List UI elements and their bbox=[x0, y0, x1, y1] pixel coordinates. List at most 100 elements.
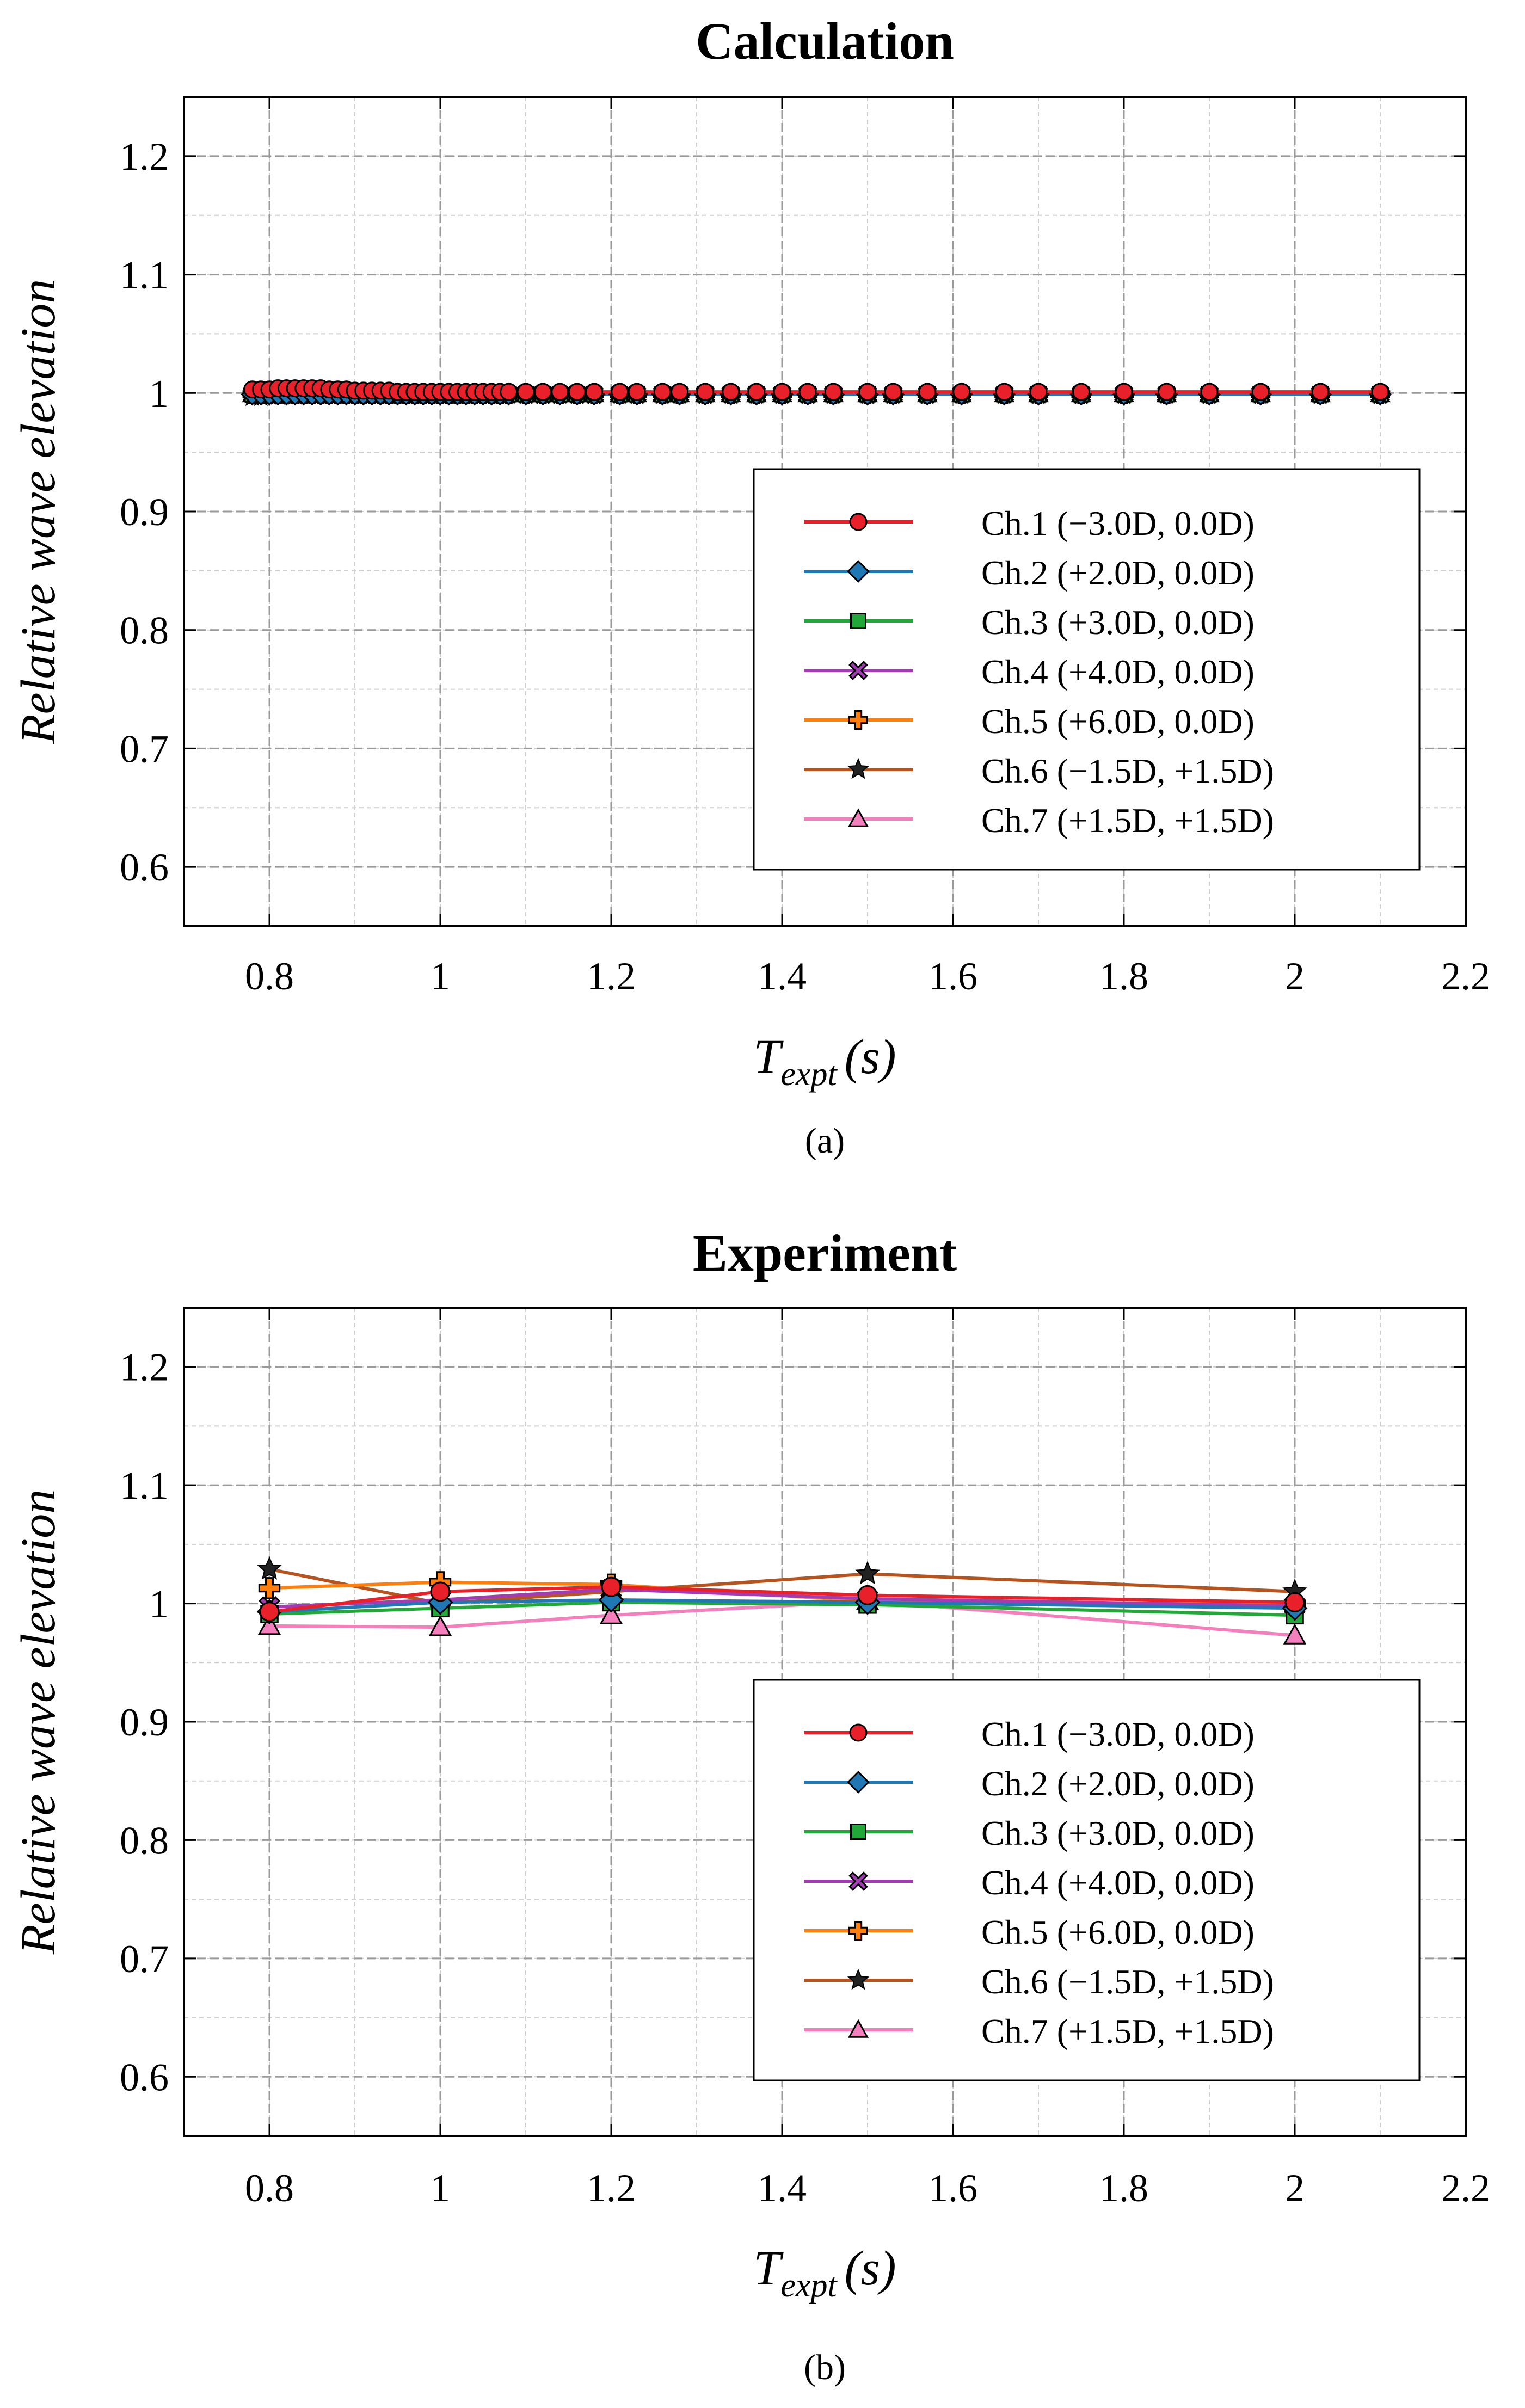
data-point-ch1 bbox=[1200, 383, 1219, 401]
legend-item-ch7: Ch.7 (+1.5D, +1.5D) bbox=[804, 2012, 1274, 2050]
legend-label: Ch.4 (+4.0D, 0.0D) bbox=[981, 652, 1255, 691]
legend-label: Ch.2 (+2.0D, 0.0D) bbox=[981, 553, 1255, 592]
data-point-ch1 bbox=[952, 383, 971, 401]
data-point-ch7 bbox=[428, 1615, 452, 1636]
chart-panel-a: Calculation 0.8 1 1.2 1.4 1.6 1.8 2 2.2 0.6 0.7 0.8… bbox=[11, 12, 1490, 1161]
legend-label: Ch.1 (−3.0D, 0.0D) bbox=[981, 504, 1255, 543]
x-tick-label: 1.2 bbox=[587, 2166, 636, 2210]
data-point-ch1 bbox=[1284, 1592, 1305, 1612]
x-tick-label: 0.8 bbox=[245, 2166, 294, 2210]
y-tick-label: 1 bbox=[149, 372, 169, 415]
legend-item-ch6: Ch.6 (−1.5D, +1.5D) bbox=[804, 1962, 1274, 2001]
y-axis-label: Relative wave elevation bbox=[11, 1489, 65, 1955]
y-tick-label: 0.7 bbox=[120, 727, 169, 771]
x-tick-label: 1 bbox=[431, 954, 450, 998]
legend-swatch-marker bbox=[848, 1921, 868, 1941]
chart-panel-b: Experiment 0.8 1 1.2 1.4 1.6 1.8 2 2.2 0.6 0.7 0.8 0… bbox=[11, 1224, 1490, 2387]
x-tick-label: 1.6 bbox=[928, 954, 977, 998]
legend-swatch-marker bbox=[849, 513, 868, 531]
data-point-ch1 bbox=[857, 1585, 878, 1605]
x-tick-label: 0.8 bbox=[245, 954, 294, 998]
y-tick-label: 0.8 bbox=[120, 609, 169, 652]
legend-item-ch2: Ch.2 (+2.0D, 0.0D) bbox=[804, 1764, 1255, 1803]
legend-swatch-marker bbox=[847, 2019, 869, 2038]
legend-label: Ch.7 (+1.5D, +1.5D) bbox=[981, 2012, 1274, 2050]
x-tick-label: 2 bbox=[1285, 954, 1305, 998]
data-point-ch6 bbox=[855, 1561, 880, 1585]
legend-box bbox=[753, 1679, 1421, 2081]
y-tick-label: 1.2 bbox=[120, 135, 169, 178]
legend-label: Ch.3 (+3.0D, 0.0D) bbox=[981, 603, 1255, 642]
legend-label: Ch.7 (+1.5D, +1.5D) bbox=[981, 801, 1274, 840]
data-point-ch1 bbox=[671, 383, 689, 401]
data-point-ch1 bbox=[653, 383, 672, 401]
data-point-ch1 bbox=[1029, 383, 1048, 401]
data-point-ch1 bbox=[601, 1576, 622, 1597]
x-axis-label-subscript: expt bbox=[780, 1056, 838, 1093]
legend-item-ch5: Ch.5 (+6.0D, 0.0D) bbox=[804, 1913, 1255, 1951]
legend-label: Ch.3 (+3.0D, 0.0D) bbox=[981, 1814, 1255, 1852]
data-point-ch1 bbox=[798, 383, 817, 401]
data-point-ch1 bbox=[533, 383, 552, 401]
legend-item-ch3: Ch.3 (+3.0D, 0.0D) bbox=[804, 603, 1255, 642]
data-point-ch1 bbox=[747, 383, 766, 401]
data-point-ch5 bbox=[258, 1577, 281, 1599]
y-tick-label: 1.1 bbox=[120, 1464, 169, 1507]
x-tick-label: 1.2 bbox=[587, 954, 636, 998]
data-point-ch1 bbox=[628, 383, 646, 401]
data-point-ch1 bbox=[1158, 383, 1176, 401]
data-point-ch1 bbox=[1311, 383, 1330, 401]
legend-label: Ch.6 (−1.5D, +1.5D) bbox=[981, 1962, 1274, 2001]
chart-title: Experiment bbox=[693, 1224, 957, 1282]
data-point-ch1 bbox=[824, 383, 843, 401]
x-tick-label: 1 bbox=[431, 2166, 450, 2210]
legend-item-ch7: Ch.7 (+1.5D, +1.5D) bbox=[804, 801, 1274, 840]
y-tick-label: 0.9 bbox=[120, 1701, 169, 1744]
legend-swatch-marker bbox=[847, 560, 870, 583]
legend-swatch-marker bbox=[850, 613, 866, 629]
legend: Ch.1 (−3.0D, 0.0D) Ch.2 (+2.0D, 0.0D) Ch.3… bbox=[753, 1679, 1421, 2081]
x-axis-label-symbol: T bbox=[753, 1030, 784, 1084]
data-point-ch1 bbox=[696, 383, 715, 401]
data-point-ch1 bbox=[1371, 383, 1389, 401]
x-axis-label: Texpt (s) bbox=[753, 2241, 896, 2304]
series-group bbox=[241, 379, 1392, 407]
data-point-ch6 bbox=[257, 1556, 282, 1580]
y-tick-label: 1.2 bbox=[120, 1346, 169, 1389]
legend-item-ch5: Ch.5 (+6.0D, 0.0D) bbox=[804, 702, 1255, 741]
legend-label: Ch.5 (+6.0D, 0.0D) bbox=[981, 702, 1255, 741]
x-axis-label-unit: (s) bbox=[845, 1030, 896, 1084]
legend: Ch.1 (−3.0D, 0.0D) Ch.2 (+2.0D, 0.0D) Ch.3… bbox=[753, 468, 1421, 871]
series-group bbox=[256, 1556, 1308, 1645]
legend-swatch-marker bbox=[849, 1723, 868, 1742]
legend-item-ch1: Ch.1 (−3.0D, 0.0D) bbox=[804, 1715, 1255, 1753]
x-tick-label: 1.4 bbox=[758, 954, 807, 998]
data-point-ch1 bbox=[500, 383, 518, 401]
data-point-ch1 bbox=[516, 383, 535, 401]
legend-item-ch6: Ch.6 (−1.5D, +1.5D) bbox=[804, 752, 1274, 790]
x-axis-label-unit: (s) bbox=[845, 2241, 896, 2295]
legend-swatch-marker bbox=[850, 1824, 866, 1840]
panel-caption: (a) bbox=[805, 1121, 845, 1161]
legend-item-ch4: Ch.4 (+4.0D, 0.0D) bbox=[804, 652, 1255, 691]
legend-item-ch3: Ch.3 (+3.0D, 0.0D) bbox=[804, 1814, 1255, 1852]
legend-swatch-marker bbox=[848, 1871, 868, 1891]
legend-item-ch4: Ch.4 (+4.0D, 0.0D) bbox=[804, 1863, 1255, 1902]
y-tick-label: 0.6 bbox=[120, 2055, 169, 2099]
legend-label: Ch.5 (+6.0D, 0.0D) bbox=[981, 1913, 1255, 1951]
legend-swatch-marker bbox=[847, 1771, 870, 1794]
y-tick-label: 0.7 bbox=[120, 1937, 169, 1981]
x-tick-label: 1.4 bbox=[758, 2166, 807, 2210]
data-point-ch1 bbox=[1115, 383, 1133, 401]
legend-swatch-marker bbox=[848, 661, 868, 680]
x-axis-label-symbol: T bbox=[753, 2241, 784, 2295]
x-tick-label: 1.8 bbox=[1099, 2166, 1148, 2210]
data-point-ch1 bbox=[918, 383, 937, 401]
data-point-ch1 bbox=[430, 1581, 451, 1602]
legend-item-ch2: Ch.2 (+2.0D, 0.0D) bbox=[804, 553, 1255, 592]
data-point-ch1 bbox=[1251, 383, 1270, 401]
legend-item-ch1: Ch.1 (−3.0D, 0.0D) bbox=[804, 504, 1255, 543]
x-tick-label: 2.2 bbox=[1441, 2166, 1490, 2210]
data-point-ch1 bbox=[611, 383, 629, 401]
series-ch1 bbox=[259, 1576, 1305, 1622]
